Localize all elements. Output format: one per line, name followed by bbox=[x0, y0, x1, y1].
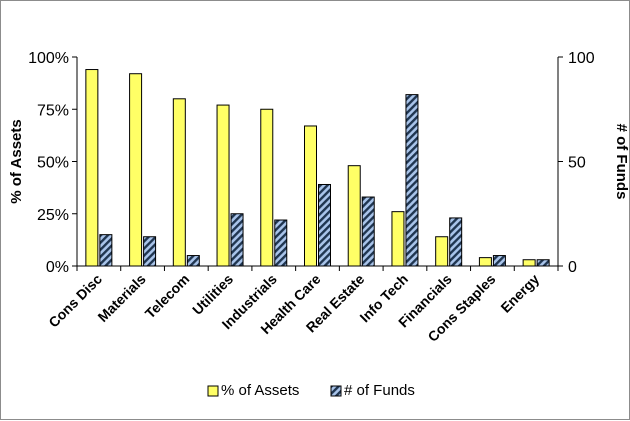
legend-swatch-funds bbox=[330, 385, 342, 397]
bar-assets bbox=[85, 69, 99, 267]
bar-assets bbox=[129, 73, 143, 267]
category-label: Materials bbox=[94, 271, 148, 325]
left-tick-label: 0% bbox=[46, 259, 69, 276]
right-axis-title: # of Funds bbox=[613, 124, 630, 200]
bar-assets bbox=[304, 125, 317, 267]
bar-assets bbox=[260, 108, 274, 267]
legend-label-assets: % of Assets bbox=[221, 382, 299, 399]
category-label: Telecom bbox=[142, 271, 193, 322]
bar-assets bbox=[216, 104, 230, 267]
bar-funds bbox=[274, 219, 288, 267]
bar-funds bbox=[449, 217, 463, 267]
bar-funds bbox=[318, 183, 331, 267]
bar-assets bbox=[435, 236, 449, 267]
bar-funds bbox=[536, 259, 550, 267]
bar-assets bbox=[522, 259, 536, 267]
bar-funds bbox=[361, 196, 375, 267]
right-tick-label: 100 bbox=[568, 50, 595, 67]
bar-funds bbox=[143, 236, 157, 267]
bar-funds bbox=[186, 255, 200, 267]
left-tick-label: 75% bbox=[37, 102, 69, 119]
bar-funds bbox=[492, 255, 506, 267]
legend-label-funds: # of Funds bbox=[344, 382, 415, 399]
bar-funds bbox=[405, 94, 419, 267]
bar-assets bbox=[478, 257, 492, 267]
left-tick-label: 50% bbox=[37, 155, 69, 172]
bar-assets bbox=[391, 211, 405, 267]
right-tick-label: 0 bbox=[568, 259, 577, 276]
bar-funds bbox=[99, 234, 113, 267]
legend-swatch-assets bbox=[207, 385, 219, 397]
bar-funds bbox=[230, 213, 244, 267]
left-tick-label: 25% bbox=[37, 207, 69, 224]
bar-assets bbox=[172, 98, 186, 267]
category-label: Energy bbox=[497, 271, 542, 316]
bar-assets bbox=[347, 165, 361, 267]
category-label: Cons Disc bbox=[45, 271, 105, 331]
left-tick-label: 100% bbox=[28, 50, 69, 67]
left-axis-title: % of Assets bbox=[8, 119, 25, 203]
right-tick-label: 50 bbox=[568, 155, 586, 172]
